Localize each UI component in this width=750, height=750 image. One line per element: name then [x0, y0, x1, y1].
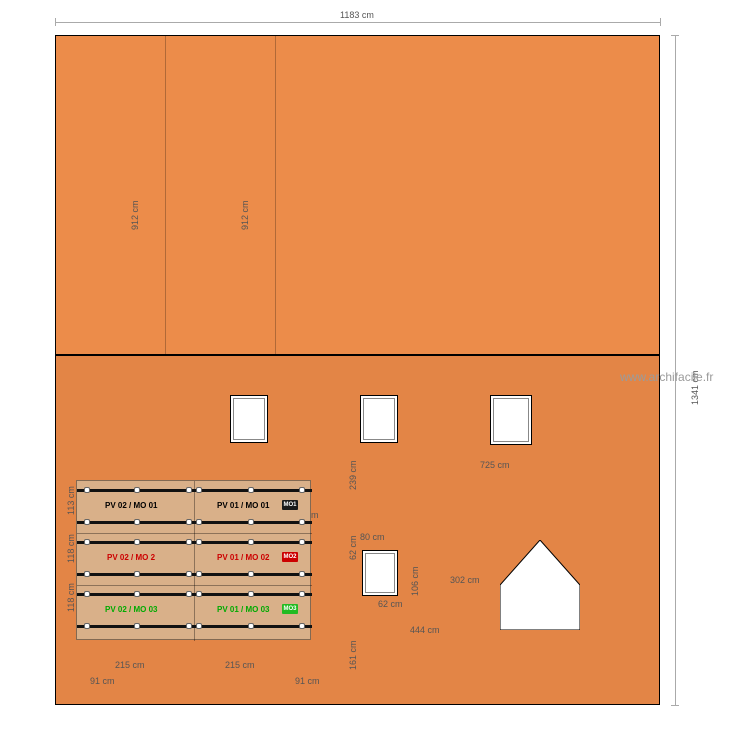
roof-window — [230, 395, 268, 443]
pv-panel-label: PV 01 / MO 03 — [217, 605, 269, 614]
house-outline — [500, 540, 580, 630]
micro-optimizer-box: MO1 — [282, 500, 298, 510]
micro-optimizer-box: MO2 — [282, 552, 298, 562]
pv-panel-label: PV 02 / MO 01 — [105, 501, 157, 510]
micro-optimizer-box: MO3 — [282, 604, 298, 614]
pv-panel-label: PV 02 / MO 2 — [107, 553, 155, 562]
watermark-text: www.archifacile.fr — [620, 370, 713, 384]
roof-window — [490, 395, 532, 445]
roof-window — [360, 395, 398, 443]
diagram-canvas: 1183 cm1341 cm912 cm912 cmwww.archifacil… — [0, 0, 750, 750]
pv-panel-label: PV 01 / MO 01 — [217, 501, 269, 510]
roof-window — [362, 550, 398, 596]
pv-panel-label: PV 01 / MO 02 — [217, 553, 269, 562]
pv-panel-array: PV 02 / MO 01 PV 01 / MO 01 MO1 PV 02 / MO … — [76, 480, 311, 640]
pv-panel-label: PV 02 / MO 03 — [105, 605, 157, 614]
